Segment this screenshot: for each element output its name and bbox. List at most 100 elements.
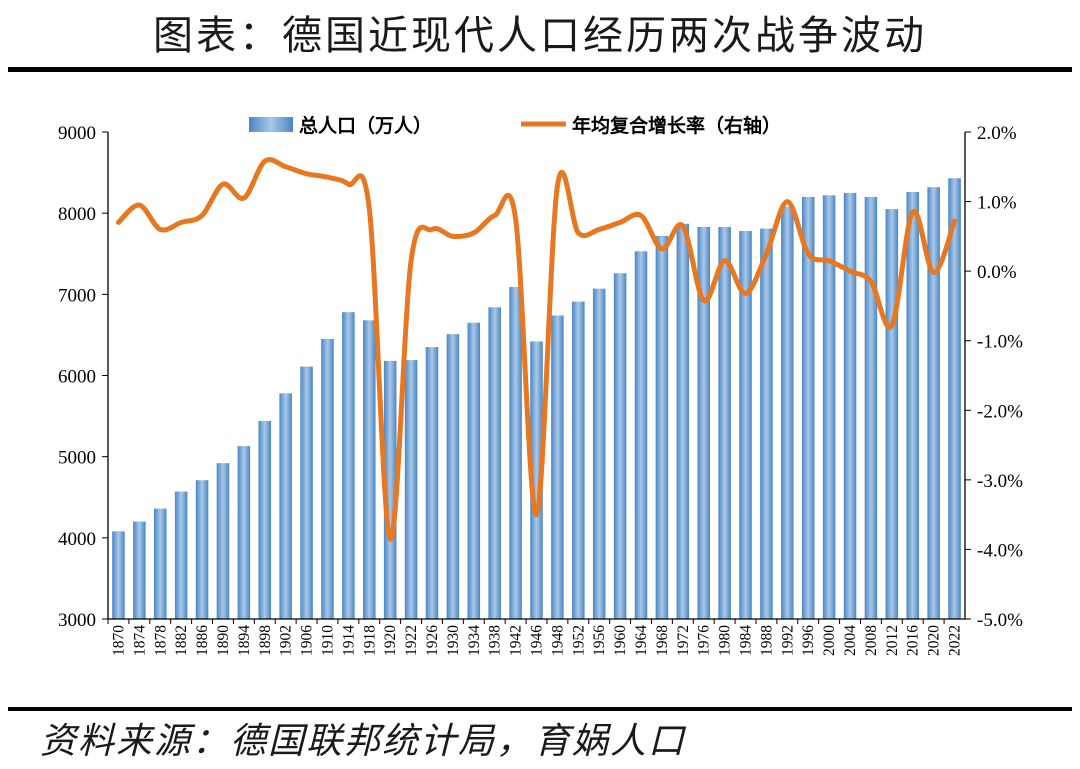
x-tick-label: 1922	[403, 625, 420, 656]
bar-1910	[321, 338, 334, 619]
bar-1948	[551, 315, 564, 619]
x-tick-label: 2020	[926, 625, 943, 656]
bar-1874	[133, 521, 146, 619]
bar-2012	[885, 209, 899, 620]
bar-1890	[216, 463, 230, 619]
bar-1882	[174, 491, 188, 619]
title-divider	[8, 67, 1072, 72]
y-right-tick-label: 0.0%	[977, 262, 1017, 283]
y-left-tick-label: 3000	[58, 610, 96, 631]
x-tick-label: 1984	[738, 625, 755, 656]
bar-1906	[300, 366, 313, 619]
bar-2000	[822, 195, 836, 619]
x-tick-label: 2016	[905, 625, 922, 656]
bar-1946	[530, 341, 543, 619]
x-tick-label: 1882	[173, 625, 190, 656]
x-tick-label: 1948	[549, 625, 566, 656]
x-tick-label: 1910	[319, 625, 336, 656]
x-tick-label: 1930	[445, 625, 462, 656]
y-right-tick-label: -2.0%	[977, 401, 1023, 422]
bar-1976	[697, 226, 710, 619]
bar-1942	[509, 287, 522, 619]
bar-2016	[906, 192, 920, 619]
y-left-tick-label: 7000	[58, 285, 96, 306]
chart-legend: 总人口（万人） 年均复合增长率（右轴）	[249, 114, 781, 137]
x-tick-label: 1886	[194, 625, 211, 656]
x-tick-label: 2000	[821, 625, 838, 656]
x-tick-label: 1942	[508, 625, 525, 656]
x-tick-label: 1968	[654, 625, 671, 656]
y-right-tick-label: -1.0%	[977, 332, 1023, 353]
bar-1930	[446, 334, 460, 619]
legend-bar-swatch	[249, 117, 293, 132]
bar-1898	[258, 420, 272, 619]
bar-2008	[864, 196, 878, 619]
bar-1886	[195, 480, 209, 619]
bar-1918	[363, 320, 376, 619]
x-tick-label: 1934	[466, 625, 483, 656]
x-tick-label: 1926	[424, 625, 441, 656]
x-tick-label: 1906	[299, 625, 316, 656]
y-right-tick-label: 2.0%	[977, 123, 1017, 144]
x-tick-label: 1952	[570, 625, 587, 656]
axis-tick-labels: 3000 4000 5000 6000 7000 8000 9000 -5.0% -4.0% -3…	[58, 123, 1023, 656]
bar-2004	[843, 192, 857, 620]
bar-1968	[655, 235, 669, 619]
bar-1926	[425, 347, 439, 619]
bar-1894	[237, 446, 251, 619]
x-tick-label: 1902	[278, 625, 295, 656]
bar-1914	[342, 312, 355, 619]
source-divider	[8, 707, 1072, 711]
chart-axes	[102, 131, 971, 624]
x-tick-label: 1956	[591, 625, 608, 656]
x-tick-label: 1920	[382, 625, 399, 656]
bar-1870	[112, 531, 125, 619]
bar-1992	[781, 206, 794, 620]
x-tick-label: 1992	[779, 625, 796, 656]
x-tick-label: 1870	[110, 625, 127, 656]
legend-line-label: 年均复合增长率（右轴）	[572, 114, 781, 137]
x-tick-label: 1996	[800, 625, 817, 656]
population-bars	[112, 178, 961, 620]
bar-2022	[948, 178, 961, 619]
bar-2020	[927, 187, 940, 619]
bar-1984	[739, 231, 752, 619]
bar-1956	[592, 288, 606, 619]
bar-1938	[488, 307, 501, 619]
x-tick-label: 1918	[361, 625, 378, 656]
x-tick-label: 2022	[947, 625, 964, 656]
x-tick-label: 2012	[884, 625, 901, 656]
x-tick-label: 1976	[696, 625, 713, 656]
y-right-tick-label: -3.0%	[977, 471, 1023, 492]
bar-1960	[613, 273, 627, 619]
y-left-tick-label: 4000	[58, 529, 96, 550]
x-tick-label: 2004	[842, 625, 859, 656]
y-left-tick-label: 6000	[58, 367, 96, 388]
y-right-tick-label: 1.0%	[977, 193, 1017, 214]
y-right-tick-label: -5.0%	[977, 610, 1023, 631]
y-left-tick-label: 8000	[58, 204, 96, 225]
x-tick-label: 1878	[152, 625, 169, 656]
x-tick-label: 1894	[236, 625, 253, 656]
page-title: 图表：德国近现代人口经历两次战争波动	[153, 13, 927, 59]
x-tick-label: 1946	[529, 625, 546, 656]
bar-1964	[634, 251, 648, 619]
bar-1996	[801, 196, 815, 619]
bar-1980	[718, 226, 731, 619]
bar-1902	[279, 393, 292, 619]
bar-1878	[153, 508, 167, 619]
bar-1920	[383, 360, 397, 619]
legend-bar-label: 总人口（万人）	[299, 114, 432, 137]
x-tick-label: 1980	[717, 625, 734, 656]
growth-rate-line-layer	[115, 157, 958, 542]
x-tick-label: 1964	[633, 625, 650, 656]
bar-1934	[467, 322, 481, 619]
source-note: 资料来源：德国联邦统计局，育娲人口	[40, 721, 687, 762]
bar-1952	[572, 301, 585, 619]
x-tick-label: 2008	[863, 625, 880, 656]
y-right-tick-label: -4.0%	[977, 540, 1023, 561]
x-tick-label: 1988	[758, 625, 775, 656]
x-tick-label: 1960	[612, 625, 629, 656]
x-tick-label: 1938	[487, 625, 504, 656]
y-left-tick-label: 9000	[58, 123, 96, 144]
